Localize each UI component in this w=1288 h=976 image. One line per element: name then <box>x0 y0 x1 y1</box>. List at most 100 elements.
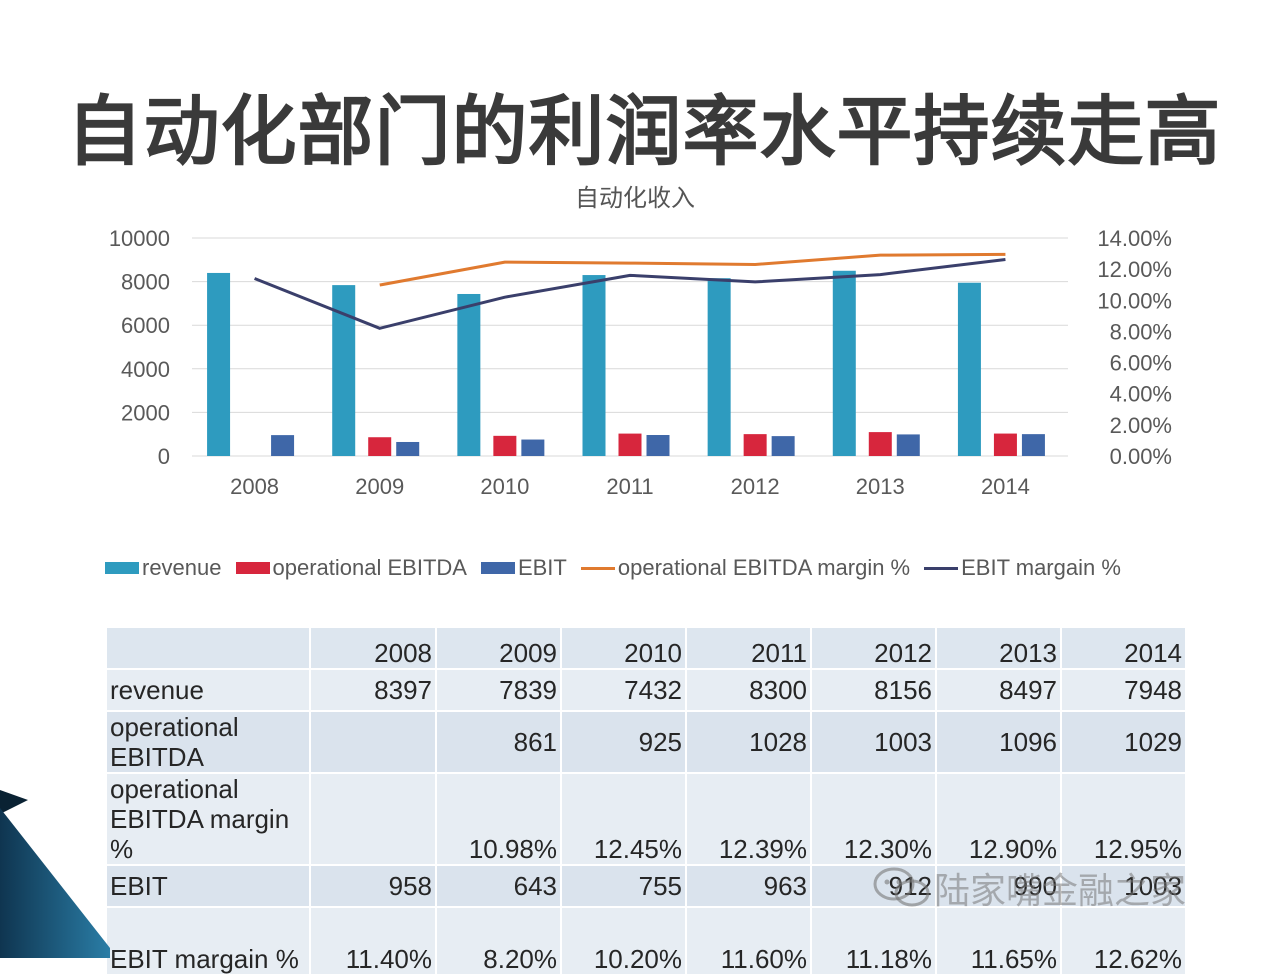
x-tick-label: 2009 <box>355 474 404 499</box>
bars <box>207 270 1045 456</box>
bar-operational-ebitda <box>368 437 392 456</box>
x-tick-label: 2013 <box>856 474 905 499</box>
table-cell: 11.60% <box>685 906 812 976</box>
bar-operational-ebitda <box>618 433 642 456</box>
y-right-tick-label: 14.00% <box>1097 226 1172 251</box>
left-axis: 0 2000 4000 6000 8000 10000 <box>109 226 170 469</box>
chart-legend: revenue operational EBITDA EBIT operatio… <box>105 553 1135 583</box>
table-cell: 11.40% <box>309 906 437 976</box>
y-left-tick-label: 0 <box>158 444 170 469</box>
bar-revenue <box>957 282 981 456</box>
table-cell <box>309 772 437 866</box>
y-right-tick-label: 4.00% <box>1110 382 1172 407</box>
table-cell: 8300 <box>685 668 812 712</box>
data-table: 2008 2009 2010 2011 2012 2013 2014 reven… <box>105 626 1187 976</box>
legend-item-ebit-margin: EBIT margain % <box>924 555 1121 581</box>
table-cell: 1029 <box>1060 710 1187 774</box>
legend-swatch-ebit-margin <box>924 566 959 570</box>
bar-ebit <box>1021 434 1045 456</box>
table-header-cell: 2014 <box>1060 626 1187 670</box>
table-cell: 12.90% <box>935 772 1062 866</box>
y-right-tick-label: 0.00% <box>1110 444 1172 469</box>
table-cell <box>309 710 437 774</box>
table-cell: 10.98% <box>435 772 562 866</box>
bar-ebit <box>771 436 795 456</box>
bar-ebit <box>396 441 420 456</box>
y-left-tick-label: 8000 <box>121 270 170 295</box>
table-header-cell: 2010 <box>560 626 687 670</box>
gridlines <box>192 237 1068 457</box>
y-left-tick-label: 10000 <box>109 226 170 251</box>
table-cell: 958 <box>309 864 437 908</box>
table-cell: 1003 <box>1060 864 1187 908</box>
bar-ebit <box>271 435 295 456</box>
table-row: revenue 8397 7839 7432 8300 8156 8497 79… <box>105 668 1187 712</box>
y-right-tick-label: 2.00% <box>1110 413 1172 438</box>
x-tick-label: 2014 <box>981 474 1030 499</box>
bar-revenue <box>332 285 356 456</box>
bar-revenue <box>457 293 481 456</box>
table-cell: 11.65% <box>935 906 1062 976</box>
y-left-tick-label: 2000 <box>121 400 170 425</box>
bar-operational-ebitda <box>493 435 517 456</box>
table-header-cell: 2009 <box>435 626 562 670</box>
legend-swatch-operational-ebitda <box>235 562 270 574</box>
y-right-tick-label: 6.00% <box>1110 351 1172 376</box>
legend-label-ebit: EBIT <box>517 555 567 580</box>
table-cell: 1096 <box>935 710 1062 774</box>
y-left-tick-label: 6000 <box>121 313 170 338</box>
y-right-tick-label: 8.00% <box>1110 319 1172 344</box>
legend-swatch-ebitda-margin <box>580 566 615 570</box>
table-header-cell <box>105 626 311 670</box>
watermark-text: 陆家嘴金融之家 <box>934 871 1187 912</box>
table-cell: 8397 <box>309 668 437 712</box>
table-header-cell: 2008 <box>309 626 437 670</box>
x-tick-label: 2010 <box>480 474 529 499</box>
bar-operational-ebitda <box>868 432 892 456</box>
line-operational-ebitda-margin- <box>379 252 1006 287</box>
table-cell: 12.39% <box>685 772 812 866</box>
table-row: EBIT margain % 11.40% 8.20% 10.20% 11.60… <box>105 906 1187 976</box>
table-cell: 643 <box>435 864 562 908</box>
legend-label-operational-ebitda: operational EBITDA <box>272 555 467 580</box>
table-cell: 7948 <box>1060 668 1187 712</box>
table-cell: 12.95% <box>1060 772 1187 866</box>
legend-label-ebitda-margin: operational EBITDA margin % <box>617 555 911 580</box>
y-right-tick-label: 10.00% <box>1097 288 1172 313</box>
bar-ebit <box>646 435 670 456</box>
x-tick-label: 2011 <box>606 474 653 499</box>
bar-revenue <box>707 278 731 456</box>
chart-title: 自动化收入 <box>575 184 695 212</box>
table-cell: 963 <box>685 864 812 908</box>
table-header-cell: 2011 <box>685 626 812 670</box>
y-left-tick-label: 4000 <box>121 357 170 382</box>
right-axis: 0.00% 2.00% 4.00% 6.00% 8.00% 10.00% 12.00% 14.… <box>1097 226 1172 469</box>
table-cell: 7839 <box>435 668 562 712</box>
legend-item-ebit: EBIT <box>480 555 567 581</box>
table-cell: 925 <box>560 710 687 774</box>
table-cell: 12.62% <box>1060 906 1187 976</box>
table-cell: 8156 <box>810 668 937 712</box>
legend-swatch-revenue <box>105 562 139 574</box>
bar-revenue <box>832 270 856 456</box>
table-cell: 8.20% <box>435 906 562 976</box>
table-row-label: revenue <box>105 668 311 712</box>
corner-decoration <box>0 790 110 958</box>
table-cell: 12.30% <box>810 772 937 866</box>
legend-swatch-ebit <box>480 562 515 574</box>
x-tick-label: 2012 <box>731 474 780 499</box>
combo-chart: 0 2000 4000 6000 8000 10000 0.00% 2.00% 4.00% 6.… <box>109 226 1172 499</box>
table-header-cell: 2013 <box>935 626 1062 670</box>
bar-revenue <box>207 272 231 456</box>
bar-revenue <box>582 275 606 456</box>
legend-item-ebitda-margin: operational EBITDA margin % <box>580 555 911 581</box>
table-row-label: EBIT <box>105 864 311 908</box>
x-tick-label: 2008 <box>230 474 279 499</box>
bar-ebit <box>521 439 545 456</box>
table-cell: 11.18% <box>810 906 937 976</box>
x-axis: 2008 2009 2010 2011 2012 2013 2014 <box>230 474 1030 499</box>
slide-title: 自动化部门的利润率水平持续走高 <box>66 87 1222 176</box>
bar-ebit <box>896 434 920 456</box>
table-cell: 1003 <box>810 710 937 774</box>
legend-label-ebit-margin: EBIT margain % <box>961 555 1121 580</box>
